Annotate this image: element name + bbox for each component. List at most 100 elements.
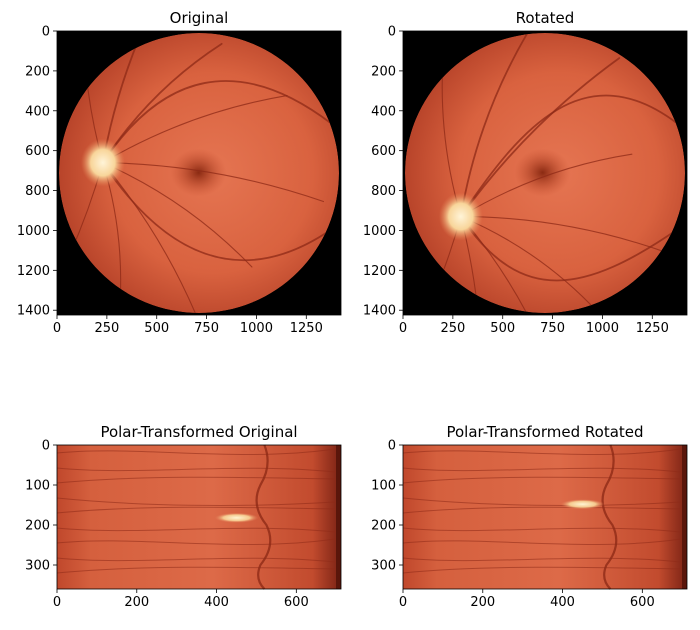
blood-vessel: [102, 162, 325, 203]
y-tick-label: 200: [371, 64, 396, 79]
x-tick-label: 0: [399, 321, 407, 336]
x-tick-label: 400: [550, 595, 575, 610]
polar-edge: [682, 445, 687, 589]
panel-polar-rotated: 0 200 400 600 0 100 200 300 Polar-Transformed Ro…: [371, 423, 688, 610]
polar-vessel: [56, 476, 336, 484]
y-tick-label: 200: [371, 519, 396, 534]
polar-vessel: [402, 506, 682, 514]
blood-vessel: [101, 80, 333, 164]
polar-vessel: [402, 538, 682, 546]
polar-vessel: [402, 497, 682, 506]
x-tick-label: 750: [540, 321, 565, 336]
optic-disc-band: [560, 499, 605, 510]
blood-vessel: [459, 57, 621, 218]
blood-vessel: [405, 215, 462, 313]
x-tick-label: 400: [204, 595, 229, 610]
blood-vessel: [460, 215, 669, 254]
polar-vessel: [56, 566, 336, 574]
y-tick-label: 100: [25, 479, 50, 494]
y-tick-label: 400: [25, 104, 50, 119]
blood-vessel: [459, 94, 679, 218]
y-tick-label: 1400: [363, 304, 396, 319]
x-tick-label: 0: [399, 595, 407, 610]
blood-vessel: [460, 215, 483, 313]
axes-frame: [56, 444, 342, 590]
x-tick-label: 1000: [586, 321, 619, 336]
y-tick-label: 300: [371, 559, 396, 574]
blood-vessel: [459, 215, 679, 282]
x-tick-label: 600: [284, 595, 309, 610]
blood-vessel: [459, 33, 529, 218]
blood-vessel: [101, 33, 176, 164]
x-tick-label: 1250: [636, 321, 669, 336]
panel-rotated: 0 250 500 750 1000 1250 0 200 400 600 800 1000 1200 1…: [363, 9, 688, 336]
polar-vessel: [56, 448, 336, 456]
polar-vessel-vertical: [255, 444, 272, 590]
blood-vessel: [102, 162, 209, 313]
panel-original: 0 250 500 750 1000 1250 0 200 400 600 800 1000 1200 1…: [17, 9, 342, 336]
polar-vessel: [402, 527, 682, 533]
x-tick-label: 600: [630, 595, 655, 610]
y-tick-label: 300: [25, 559, 50, 574]
y-tick-label: 1400: [17, 304, 50, 319]
x-tick-label: 200: [470, 595, 495, 610]
polar-vessel: [402, 566, 682, 574]
y-tick-label: 800: [371, 184, 396, 199]
retina-image: [405, 33, 685, 313]
blood-vessel: [102, 95, 288, 164]
x-tick-label: 250: [440, 321, 465, 336]
polar-vessel: [402, 557, 682, 563]
x-tick-label: 500: [144, 321, 169, 336]
x-tick-label: 250: [94, 321, 119, 336]
polar-vessel: [56, 497, 336, 506]
x-tick-label: 0: [53, 595, 61, 610]
axes-frame: [402, 30, 688, 316]
y-tick-label: 1200: [17, 264, 50, 279]
polar-vessel: [56, 527, 336, 533]
x-tick-label: 200: [124, 595, 149, 610]
optic-disc: [438, 192, 483, 241]
y-tick-label: 0: [42, 25, 50, 40]
y-tick-label: 800: [25, 184, 50, 199]
y-tick-label: 400: [371, 104, 396, 119]
fovea: [514, 148, 571, 197]
x-tick-label: 500: [490, 321, 515, 336]
panel-title: Original: [170, 9, 229, 27]
polar-vessel: [56, 538, 336, 546]
y-tick-label: 100: [371, 479, 396, 494]
y-tick-label: 200: [25, 519, 50, 534]
blood-vessel: [460, 215, 560, 313]
x-tick-label: 0: [53, 321, 61, 336]
y-tick-label: 600: [371, 144, 396, 159]
polar-vessel: [56, 557, 336, 563]
y-tick-label: 0: [388, 25, 396, 40]
y-tick-label: 600: [25, 144, 50, 159]
polar-vessel-vertical: [601, 444, 618, 590]
y-tick-label: 200: [25, 64, 50, 79]
x-tick-label: 750: [194, 321, 219, 336]
panel-title: Rotated: [516, 9, 575, 27]
y-tick-label: 1000: [363, 224, 396, 239]
axes-frame: [56, 30, 342, 316]
polar-edge: [336, 445, 341, 589]
polar-vessel: [56, 467, 336, 473]
y-tick-label: 1000: [17, 224, 50, 239]
polar-vessel: [402, 467, 682, 473]
polar-vessel: [402, 476, 682, 484]
optic-disc: [80, 138, 125, 187]
fovea: [170, 148, 227, 197]
axes-frame: [402, 444, 688, 590]
blood-vessel: [101, 161, 333, 262]
polar-vessel: [402, 448, 682, 456]
panel-polar-original: 0 200 400 600 0 100 200 300 Polar-Transformed Or…: [25, 423, 342, 610]
y-tick-label: 0: [42, 439, 50, 454]
polar-vessel: [56, 506, 336, 514]
y-tick-label: 0: [388, 439, 396, 454]
optic-disc-band: [214, 512, 259, 523]
panel-title: Polar-Transformed Original: [100, 423, 297, 441]
x-tick-label: 1250: [290, 321, 323, 336]
y-tick-label: 1200: [363, 264, 396, 279]
panel-title: Polar-Transformed Rotated: [446, 423, 643, 441]
x-tick-label: 1000: [240, 321, 273, 336]
